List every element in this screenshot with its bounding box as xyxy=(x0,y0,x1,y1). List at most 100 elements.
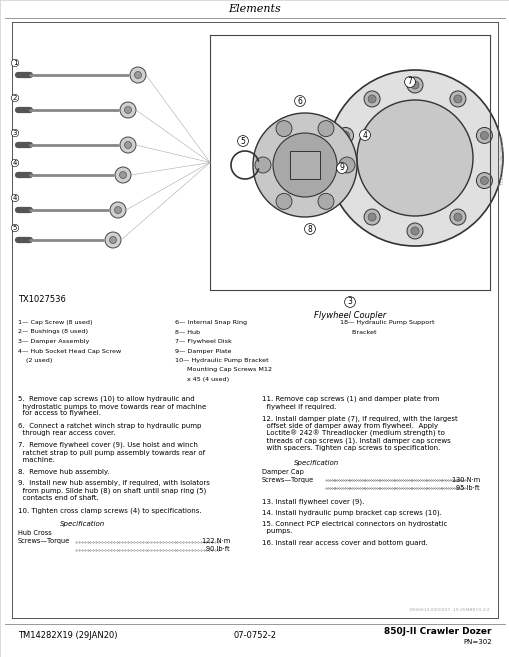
Text: Specification: Specification xyxy=(60,520,105,526)
Text: 3— Damper Assembly: 3— Damper Assembly xyxy=(18,339,89,344)
Text: 11. Remove cap screws (1) and damper plate from
  flywheel if required.: 11. Remove cap screws (1) and damper pla… xyxy=(262,396,439,409)
Circle shape xyxy=(453,213,461,221)
Text: 12. Install damper plate (7), if required, with the largest
  offset side of dam: 12. Install damper plate (7), if require… xyxy=(262,415,457,451)
Circle shape xyxy=(341,131,349,139)
Circle shape xyxy=(453,95,461,103)
Circle shape xyxy=(130,67,146,83)
Circle shape xyxy=(410,81,418,89)
Text: (2 used): (2 used) xyxy=(18,358,52,363)
Circle shape xyxy=(119,171,126,179)
Circle shape xyxy=(449,209,465,225)
Text: TM14282X19 (29JAN20): TM14282X19 (29JAN20) xyxy=(18,631,117,641)
Text: Specification: Specification xyxy=(294,460,339,466)
Text: 8: 8 xyxy=(307,225,312,233)
Circle shape xyxy=(124,141,131,148)
Circle shape xyxy=(337,173,353,189)
Text: 4— Hub Socket Head Cap Screw: 4— Hub Socket Head Cap Screw xyxy=(18,348,121,353)
Text: 16. Install rear access cover and bottom guard.: 16. Install rear access cover and bottom… xyxy=(262,540,427,547)
Circle shape xyxy=(109,237,116,244)
Text: 7: 7 xyxy=(407,78,412,87)
Circle shape xyxy=(367,95,375,103)
Circle shape xyxy=(124,106,131,114)
Text: 90 lb·ft: 90 lb·ft xyxy=(206,547,230,553)
Text: 6.  Connect a ratchet winch strap to hydraulic pump
  through rear access cover.: 6. Connect a ratchet winch strap to hydr… xyxy=(18,423,201,436)
Circle shape xyxy=(105,232,121,248)
Circle shape xyxy=(406,223,422,239)
Circle shape xyxy=(252,113,356,217)
Circle shape xyxy=(134,72,141,78)
Text: Screws—Torque: Screws—Torque xyxy=(18,538,70,545)
Text: Screws—Torque: Screws—Torque xyxy=(262,476,314,483)
Text: Hub Cross: Hub Cross xyxy=(18,530,51,536)
Text: 14. Install hydraulic pump bracket cap screws (10).: 14. Install hydraulic pump bracket cap s… xyxy=(262,510,441,516)
Text: TX1027536: TX1027536 xyxy=(18,296,66,304)
Text: 95 lb·ft: 95 lb·ft xyxy=(456,485,479,491)
Circle shape xyxy=(363,91,379,107)
Circle shape xyxy=(254,157,270,173)
Text: 8— Hub: 8— Hub xyxy=(175,330,200,334)
Circle shape xyxy=(363,209,379,225)
Text: Elements: Elements xyxy=(228,4,281,14)
Text: 5: 5 xyxy=(13,225,17,231)
Circle shape xyxy=(275,121,292,137)
Text: 2— Bushings (8 used): 2— Bushings (8 used) xyxy=(18,330,88,334)
Text: BS40610,0000207 -19-05MAR19-2/2: BS40610,0000207 -19-05MAR19-2/2 xyxy=(410,608,489,612)
Text: 7— Flywheel Disk: 7— Flywheel Disk xyxy=(175,339,231,344)
Circle shape xyxy=(120,102,136,118)
Circle shape xyxy=(110,202,126,218)
Text: 9— Damper Plate: 9— Damper Plate xyxy=(175,348,231,353)
Text: 4: 4 xyxy=(362,131,366,139)
Text: Damper Cap: Damper Cap xyxy=(262,468,303,474)
Text: 3: 3 xyxy=(347,298,352,307)
Text: Mounting Cap Screws M12: Mounting Cap Screws M12 xyxy=(175,367,271,373)
Bar xyxy=(290,151,319,179)
Text: 13. Install flywheel cover (9).: 13. Install flywheel cover (9). xyxy=(262,499,363,505)
Text: 4: 4 xyxy=(13,160,17,166)
Text: 1: 1 xyxy=(13,60,17,66)
Text: x 45 (4 used): x 45 (4 used) xyxy=(175,377,229,382)
Circle shape xyxy=(479,177,488,185)
Text: 2: 2 xyxy=(13,95,17,101)
Text: 850J-II Crawler Dozer: 850J-II Crawler Dozer xyxy=(384,627,491,637)
Circle shape xyxy=(318,193,333,210)
Text: 3: 3 xyxy=(13,130,17,136)
Text: 18— Hydraulic Pump Support: 18— Hydraulic Pump Support xyxy=(340,320,434,325)
Circle shape xyxy=(475,173,492,189)
Circle shape xyxy=(367,213,375,221)
Text: 122 N·m: 122 N·m xyxy=(202,538,230,545)
Text: 4: 4 xyxy=(13,195,17,201)
Circle shape xyxy=(410,227,418,235)
Text: 8.  Remove hub assembly.: 8. Remove hub assembly. xyxy=(18,469,109,475)
Text: 7.  Remove flywheel cover (9). Use hoist and winch
  ratchet strap to pull pump : 7. Remove flywheel cover (9). Use hoist … xyxy=(18,442,205,463)
Text: 6: 6 xyxy=(297,97,302,106)
Circle shape xyxy=(406,77,422,93)
Text: 9.  Install new hub assembly, if required, with isolators
  from pump. Slide hub: 9. Install new hub assembly, if required… xyxy=(18,480,210,501)
Circle shape xyxy=(338,157,354,173)
Text: PN=302: PN=302 xyxy=(463,639,491,645)
Text: 1— Cap Screw (8 used): 1— Cap Screw (8 used) xyxy=(18,320,92,325)
Text: 130 N·m: 130 N·m xyxy=(451,476,479,483)
Text: 10. Tighten cross clamp screws (4) to specifications.: 10. Tighten cross clamp screws (4) to sp… xyxy=(18,507,201,514)
Text: 6— Internal Snap Ring: 6— Internal Snap Ring xyxy=(175,320,247,325)
Circle shape xyxy=(120,137,136,153)
Circle shape xyxy=(479,131,488,139)
Circle shape xyxy=(272,133,336,197)
Circle shape xyxy=(318,121,333,137)
Circle shape xyxy=(356,100,472,216)
Circle shape xyxy=(337,127,353,143)
Circle shape xyxy=(341,177,349,185)
Text: 07-0752-2: 07-0752-2 xyxy=(233,631,276,641)
Text: 5: 5 xyxy=(240,137,245,145)
Text: 5.  Remove cap screws (10) to allow hydraulic and
  hydrostatic pumps to move to: 5. Remove cap screws (10) to allow hydra… xyxy=(18,396,206,417)
Circle shape xyxy=(115,206,121,214)
Circle shape xyxy=(326,70,502,246)
Text: 10— Hydraulic Pump Bracket: 10— Hydraulic Pump Bracket xyxy=(175,358,268,363)
Text: T1182508 —19—40A-00T: T1182508 —19—40A-00T xyxy=(500,135,504,185)
Text: Flywheel Coupler: Flywheel Coupler xyxy=(313,311,385,319)
Circle shape xyxy=(275,193,292,210)
Circle shape xyxy=(115,167,131,183)
Text: Bracket: Bracket xyxy=(340,330,376,334)
Text: 9: 9 xyxy=(339,164,344,173)
Text: 15. Connect PCP electrical connectors on hydrostatic
  pumps.: 15. Connect PCP electrical connectors on… xyxy=(262,521,446,534)
Circle shape xyxy=(475,127,492,143)
